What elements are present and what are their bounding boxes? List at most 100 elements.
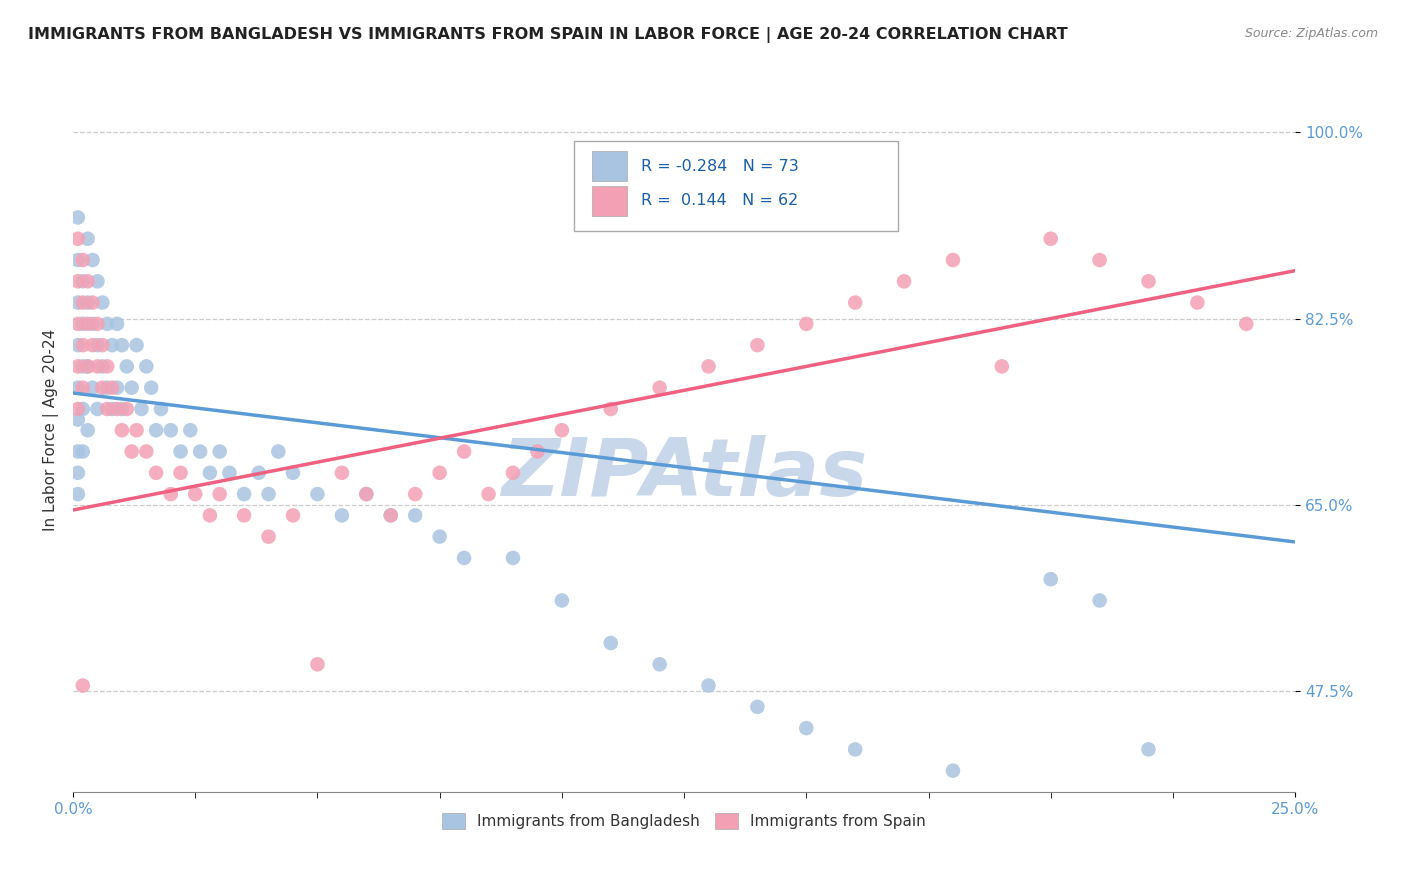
Point: [66, 381, 89, 395]
Point: [1088, 593, 1111, 607]
Point: [135, 359, 157, 374]
Point: [72, 444, 94, 458]
Point: [96, 401, 118, 416]
Text: Source: ZipAtlas.com: Source: ZipAtlas.com: [1244, 27, 1378, 40]
Point: [844, 295, 866, 310]
Point: [125, 423, 148, 437]
Point: [66, 359, 89, 374]
FancyBboxPatch shape: [592, 186, 627, 216]
Point: [1039, 572, 1062, 586]
Point: [86, 274, 108, 288]
Point: [76, 359, 98, 374]
Text: ZIPAtlas: ZIPAtlas: [501, 434, 868, 513]
Point: [1187, 295, 1209, 310]
Point: [648, 381, 671, 395]
Point: [330, 508, 353, 523]
Point: [82, 295, 104, 310]
Point: [257, 530, 280, 544]
Point: [131, 401, 153, 416]
Point: [502, 550, 524, 565]
Point: [198, 508, 221, 523]
Point: [599, 401, 621, 416]
Point: [281, 508, 304, 523]
Point: [380, 508, 402, 523]
Point: [76, 274, 98, 288]
Point: [477, 487, 499, 501]
Point: [599, 636, 621, 650]
Point: [169, 466, 191, 480]
Point: [794, 721, 817, 735]
Point: [169, 444, 191, 458]
Point: [111, 401, 134, 416]
Point: [794, 317, 817, 331]
Point: [991, 359, 1014, 374]
Point: [125, 338, 148, 352]
Point: [101, 338, 124, 352]
FancyBboxPatch shape: [592, 151, 627, 181]
Text: R =  0.144   N = 62: R = 0.144 N = 62: [641, 194, 799, 209]
Point: [91, 359, 114, 374]
Point: [233, 508, 256, 523]
Point: [307, 657, 329, 672]
Y-axis label: In Labor Force | Age 20-24: In Labor Force | Age 20-24: [44, 329, 59, 532]
Point: [267, 444, 290, 458]
Point: [551, 423, 574, 437]
Point: [91, 295, 114, 310]
Point: [121, 381, 143, 395]
Point: [66, 211, 89, 225]
Point: [1088, 253, 1111, 268]
Point: [96, 381, 118, 395]
Point: [66, 412, 89, 426]
Point: [307, 487, 329, 501]
Point: [184, 487, 207, 501]
Point: [942, 253, 965, 268]
Point: [72, 679, 94, 693]
Point: [72, 253, 94, 268]
Point: [1234, 317, 1257, 331]
Point: [66, 338, 89, 352]
Point: [281, 466, 304, 480]
Legend: Immigrants from Bangladesh, Immigrants from Spain: Immigrants from Bangladesh, Immigrants f…: [436, 806, 932, 835]
Point: [82, 253, 104, 268]
Point: [356, 487, 378, 501]
Point: [86, 317, 108, 331]
Point: [893, 274, 915, 288]
FancyBboxPatch shape: [574, 141, 898, 231]
Point: [66, 401, 89, 416]
Point: [86, 401, 108, 416]
Point: [76, 232, 98, 246]
Point: [82, 381, 104, 395]
Point: [150, 401, 173, 416]
Point: [66, 317, 89, 331]
Point: [844, 742, 866, 756]
Point: [76, 317, 98, 331]
Point: [429, 466, 451, 480]
Point: [82, 317, 104, 331]
Point: [76, 295, 98, 310]
Point: [526, 444, 548, 458]
Point: [697, 359, 720, 374]
Point: [233, 487, 256, 501]
Point: [72, 274, 94, 288]
Point: [96, 317, 118, 331]
Point: [96, 359, 118, 374]
Point: [356, 487, 378, 501]
Point: [208, 444, 231, 458]
Point: [159, 423, 181, 437]
Point: [747, 338, 769, 352]
Point: [66, 274, 89, 288]
Point: [145, 466, 167, 480]
Point: [66, 232, 89, 246]
Point: [453, 550, 475, 565]
Point: [218, 466, 240, 480]
Point: [208, 487, 231, 501]
Point: [101, 381, 124, 395]
Point: [121, 444, 143, 458]
Point: [76, 359, 98, 374]
Point: [697, 679, 720, 693]
Point: [247, 466, 270, 480]
Point: [159, 487, 181, 501]
Point: [72, 359, 94, 374]
Point: [91, 381, 114, 395]
Point: [1137, 742, 1160, 756]
